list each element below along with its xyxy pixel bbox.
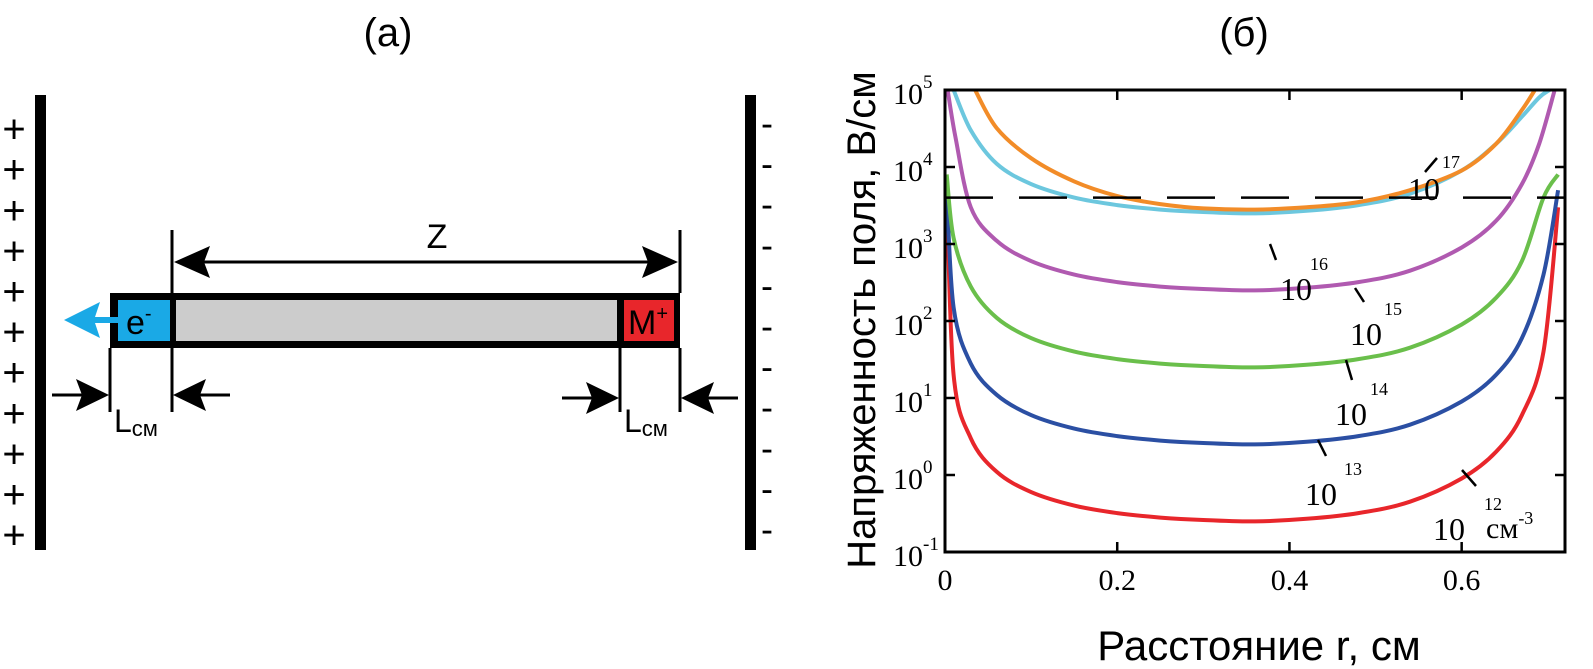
minus-sign: - [761,509,773,550]
y-tick-label: 102 [893,303,933,342]
electron-label: e- [126,303,152,342]
series-leader-16 [1268,243,1278,261]
series-leader-12 [1461,469,1477,487]
panel-b-label: (б) [1219,11,1269,55]
minus-sign: - [761,468,773,509]
plus-sign: + [2,108,25,152]
y-tick-label: 101 [893,380,933,419]
series-line-12 [944,190,1561,524]
lcm-left-arrows [52,379,230,411]
ion-label: M+ [628,303,668,342]
series-leader-15 [1353,287,1366,303]
series-leader-13 [1316,439,1328,457]
panel-a-label: (a) [364,11,413,55]
panel-a-diagram: (a) +++++++++++ ----------- e- M+ Z [2,11,773,558]
series-layer [944,88,1561,524]
series-line-17 [973,88,1537,212]
minus-sign: - [761,346,773,387]
plus-sign: + [2,432,25,476]
x-tick-label: 0 [938,564,953,597]
plus-sign: + [2,148,25,192]
series-leader-14 [1344,359,1354,381]
y-axis-label: Напряженность поля, В/см [840,71,884,569]
lcm-left-label: Lсм [114,403,158,441]
series-line-13 [944,189,1561,447]
minus-sign: - [761,143,773,184]
ion-region [624,300,674,341]
y-tick-labels: 10-1 100 101 102 103 104 105 [893,72,939,573]
x-tick-labels: 0 0.2 0.4 0.6 [938,564,1481,597]
minus-sign: - [761,306,773,347]
plus-sign: + [2,392,25,436]
lcm-right-arrows [562,382,738,414]
minus-sign: - [761,103,773,144]
ticks-layer [943,88,1565,554]
series-label-14: 1014 [1335,379,1388,432]
plus-sign: + [2,351,25,395]
lcm-right-label: Lсм [624,403,668,441]
x-axis-label: Расстояние r, см [1097,622,1420,669]
z-dimension-arrow [174,246,678,278]
y-tick-label: 10-1 [893,534,939,573]
plus-sign: + [2,473,25,517]
z-label: Z [427,218,448,256]
minus-sign: - [761,387,773,428]
x-tick-label: 0.4 [1271,564,1309,597]
series-label-17: 1017 [1408,152,1460,207]
positive-charges: +++++++++++ [2,108,25,558]
right-electrode [745,95,756,550]
plot-area [943,88,1567,554]
plus-sign: + [2,514,25,558]
negative-charges: ----------- [761,103,773,550]
series-label-13: 1013 [1305,459,1362,512]
series-label-15: 1015 [1350,299,1402,352]
minus-sign: - [761,224,773,265]
x-tick-label: 0.6 [1443,564,1481,597]
plus-sign: + [2,189,25,233]
minus-sign: - [761,184,773,225]
plus-sign: + [2,229,25,273]
y-tick-label: 103 [893,226,933,265]
series-leader-17 [1424,157,1438,173]
left-electrode [35,95,46,550]
x-tick-label: 0.2 [1098,564,1136,597]
series-label-12: 1012 см-3 [1433,494,1533,547]
plus-sign: + [2,270,25,314]
series-labels: 1012 см-3 1013 1014 1015 1016 1017 [1268,152,1533,547]
series-line-15 [945,89,1557,293]
y-tick-label: 100 [893,457,933,496]
series-line-16 [951,88,1551,216]
plus-sign: + [2,311,25,355]
series-line-14 [944,173,1560,370]
minus-sign: - [761,427,773,468]
electron-region [118,300,170,341]
electron-escape-arrow [64,302,118,338]
y-tick-label: 104 [893,149,933,188]
y-tick-label: 105 [893,72,933,111]
channel-body [176,300,617,341]
panel-b-chart: (б) 0 0.2 0.4 0.6 10-1 100 101 102 103 104 105 Ра… [840,11,1567,669]
series-label-16: 1016 [1280,254,1328,307]
minus-sign: - [761,265,773,306]
